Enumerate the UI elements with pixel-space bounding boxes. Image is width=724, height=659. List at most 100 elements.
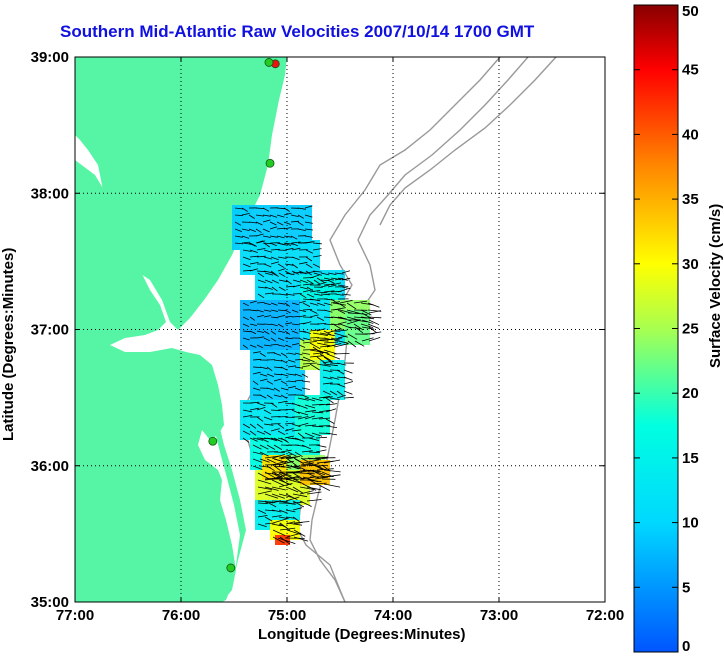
- velocity-arrow: [270, 337, 277, 342]
- y-tick-label: 35:00: [31, 594, 69, 611]
- velocity-arrow: [322, 396, 333, 399]
- velocity-arrow: [242, 269, 252, 272]
- velocity-arrow: [273, 451, 285, 453]
- velocity-arrow: [315, 449, 327, 453]
- velocity-arrow: [291, 263, 298, 269]
- velocity-arrow: [306, 270, 316, 274]
- velocity-arrow: [327, 272, 337, 275]
- velocity-arrow: [249, 407, 260, 411]
- velocity-arrow: [269, 242, 277, 247]
- velocity-arrow: [313, 279, 321, 285]
- velocity-arrow: [259, 378, 268, 382]
- velocity-arrow: [242, 330, 251, 333]
- velocity-arrow: [293, 529, 306, 537]
- velocity-arrow: [266, 465, 275, 472]
- velocity-arrow: [270, 248, 280, 251]
- velocity-arrow: [266, 444, 276, 450]
- y-axis-label: Latitude (Degrees:Minutes): [0, 248, 17, 441]
- velocity-arrow: [333, 332, 348, 338]
- velocity-arrow: [301, 373, 309, 378]
- velocity-arrow: [285, 279, 292, 285]
- velocity-arrow: [266, 394, 273, 399]
- velocity-arrow: [277, 256, 287, 259]
- velocity-arrow: [264, 516, 273, 522]
- velocity-arrow: [264, 509, 275, 512]
- velocity-arrow: [315, 436, 327, 439]
- velocity-arrow: [272, 536, 285, 544]
- velocity-arrow: [333, 353, 350, 355]
- velocity-arrow: [304, 432, 315, 438]
- velocity-arrow: [277, 537, 296, 544]
- velocity-arrow: [309, 342, 321, 350]
- velocity-arrow: [285, 486, 299, 493]
- velocity-arrow: [316, 323, 327, 325]
- velocity-arrow: [330, 298, 339, 305]
- grid-lines: [75, 57, 605, 602]
- velocity-arrow: [273, 359, 283, 362]
- velocity-arrow: [285, 293, 295, 296]
- velocity-arrow: [322, 360, 333, 364]
- velocity-arrow: [279, 454, 293, 459]
- velocity-arrow: [277, 323, 284, 328]
- velocity-arrow: [298, 344, 306, 348]
- velocity-arrow: [269, 226, 278, 230]
- velocity-arrow: [326, 328, 342, 334]
- velocity-arrow: [292, 493, 308, 498]
- velocity-arrow: [259, 444, 269, 450]
- velocity-arrow: [242, 423, 251, 429]
- y-axis-ticks: 39:00 38:00 37:00 36:00 35:00: [31, 49, 605, 611]
- velocity-arrow: [249, 255, 259, 258]
- velocity-arrow: [278, 483, 293, 488]
- velocity-arrow: [302, 459, 320, 464]
- velocity-arrow: [270, 344, 279, 346]
- velocity-arrow: [256, 309, 264, 313]
- velocity-arrow: [316, 291, 328, 294]
- velocity-arrow: [329, 376, 340, 380]
- velocity-arrow: [332, 307, 346, 311]
- velocity-arrow: [256, 344, 264, 349]
- velocity-arrow: [318, 403, 331, 406]
- velocity-arrow: [291, 323, 300, 326]
- velocity-arrow: [278, 293, 288, 296]
- velocity-arrow: [276, 207, 286, 210]
- velocity-arrow: [323, 283, 335, 286]
- velocity-arrow: [298, 300, 306, 304]
- velocity-arrow: [294, 451, 303, 458]
- velocity-arrow: [333, 339, 349, 344]
- x-axis-label: Longitude (Degrees:Minutes): [258, 626, 466, 643]
- velocity-arrow: [316, 281, 327, 286]
- velocity-arrow: [319, 332, 335, 337]
- velocity-arrow: [361, 326, 375, 330]
- velocity-arrow: [336, 390, 344, 396]
- velocity-arrow: [309, 309, 318, 314]
- velocity-arrow: [337, 277, 348, 281]
- velocity-arrow: [277, 416, 288, 418]
- velocity-arrow: [302, 309, 313, 311]
- velocity-arrow: [302, 483, 317, 491]
- velocity-arrow: [262, 228, 270, 233]
- x-tick-label: 73:00: [480, 607, 518, 624]
- velocity-arrow: [292, 477, 308, 481]
- velocity-arrow: [323, 302, 333, 306]
- velocity-arrow: [298, 270, 307, 275]
- velocity-arrow: [271, 523, 282, 527]
- velocity-arrow: [323, 309, 333, 313]
- velocity-arrow: [276, 227, 286, 230]
- x-tick-label: 74:00: [374, 607, 412, 624]
- velocity-arrow: [368, 331, 382, 335]
- velocity-arrow: [330, 301, 340, 304]
- velocity-arrow: [271, 493, 285, 499]
- velocity-arrow: [249, 249, 258, 253]
- velocity-arrow: [290, 220, 300, 223]
- velocity-arrow: [257, 509, 267, 514]
- velocity-arrow: [278, 516, 289, 519]
- velocity-arrow: [273, 373, 283, 376]
- velocity-arrow: [361, 319, 374, 324]
- velocity-arrow: [263, 416, 273, 421]
- velocity-arrow: [302, 289, 313, 293]
- x-tick-label: 76:00: [162, 607, 200, 624]
- velocity-arrow: [298, 314, 306, 318]
- colorbar-tick-label: 50: [682, 3, 699, 20]
- velocity-arrow: [312, 242, 322, 245]
- velocity-arrow: [309, 482, 327, 485]
